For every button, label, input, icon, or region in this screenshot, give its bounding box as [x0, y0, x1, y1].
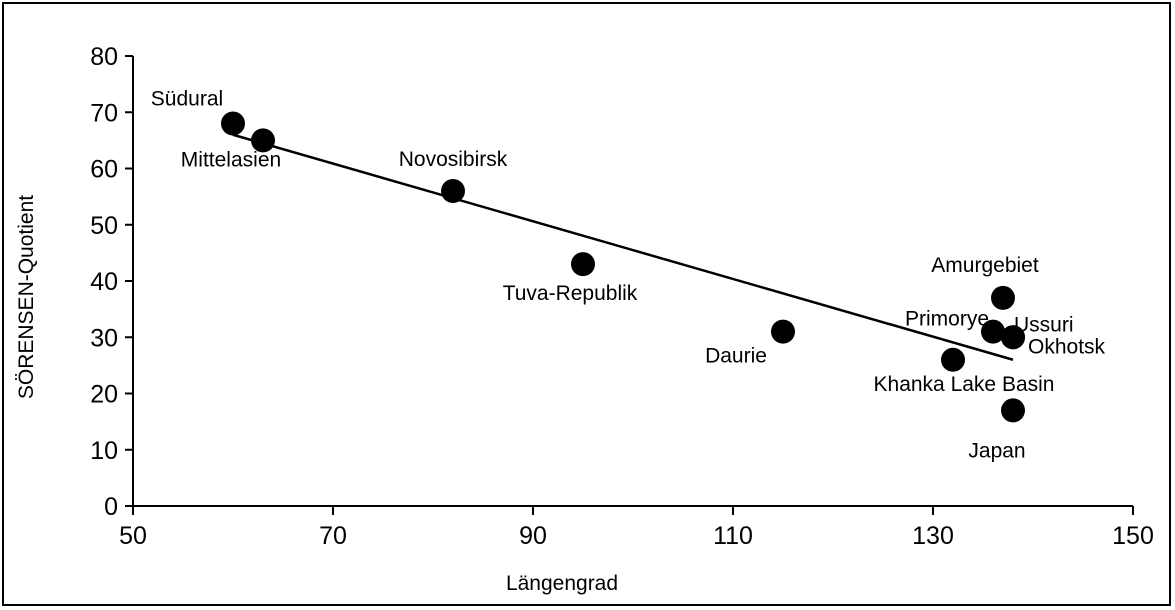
y-tick-label: 70 [90, 99, 118, 127]
data-point [991, 285, 1015, 310]
y-tick-label: 40 [90, 268, 118, 296]
x-tick-label: 90 [519, 522, 547, 550]
point-label: Amurgebiet [931, 254, 1039, 277]
x-tick-label: 110 [713, 522, 753, 550]
y-axis: 0 10 20 30 40 50 60 70 80 [90, 43, 134, 521]
y-tick-label: 50 [90, 212, 118, 240]
y-tick-label: 60 [90, 156, 118, 184]
points-group [221, 111, 1025, 423]
point-label: Südural [151, 88, 223, 111]
x-axis-title: Längengrad [506, 572, 618, 595]
x-tick-label: 150 [1112, 522, 1154, 550]
data-point [251, 128, 275, 153]
x-axis: 50 70 90 110 130 150 [119, 505, 1154, 550]
data-point [771, 319, 795, 344]
data-point [1001, 398, 1025, 423]
point-label: Khanka Lake Basin [874, 373, 1055, 396]
point-label: Primorye [905, 308, 989, 331]
point-label: Mittelasien [181, 148, 281, 171]
data-point [1001, 325, 1025, 350]
data-point [571, 252, 595, 277]
y-tick-label: 10 [90, 437, 118, 465]
point-label: Okhotsk [1028, 335, 1106, 358]
data-point [441, 179, 465, 203]
x-tick-label: 130 [912, 522, 954, 550]
y-tick-label: 80 [90, 43, 118, 71]
point-label: Novosibirsk [399, 148, 508, 171]
y-tick-label: 20 [90, 381, 118, 409]
trendline [232, 133, 1014, 361]
y-tick-label: 30 [90, 324, 118, 352]
point-label: Tuva-Republik [503, 282, 638, 305]
data-point [221, 111, 245, 136]
point-label: Ussuri [1014, 313, 1074, 336]
point-label: Daurie [705, 345, 767, 368]
y-axis-title: SÖRENSEN-Quotient [15, 195, 38, 399]
data-point [981, 319, 1005, 344]
data-point [941, 347, 965, 372]
y-tick-label: 0 [104, 493, 118, 521]
trendline-group [232, 133, 1014, 361]
x-tick-label: 70 [319, 522, 347, 550]
point-labels-group: Südural Mittelasien Novosibirsk Tuva-Republ… [151, 88, 1106, 463]
point-label: Japan [968, 439, 1025, 462]
x-tick-label: 50 [119, 522, 147, 550]
